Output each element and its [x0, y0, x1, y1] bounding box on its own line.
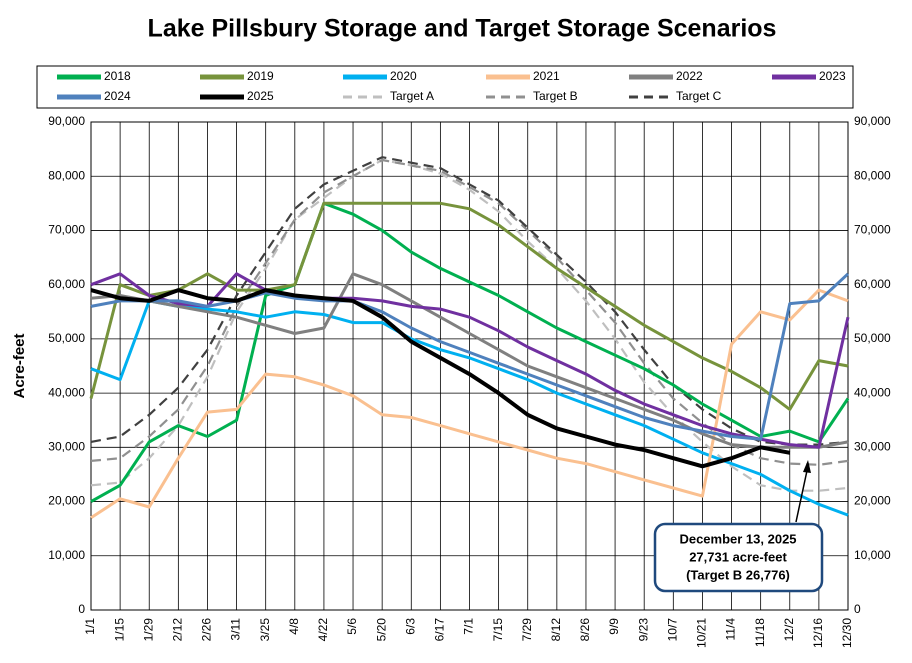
y-tick-label: 50,000: [48, 331, 85, 345]
x-tick-label: 5/6: [345, 618, 359, 635]
y-tick-label: 30,000: [48, 440, 85, 454]
y2-tick-label: 10,000: [854, 548, 891, 562]
annotation: December 13, 2025 27,731 acre-feet (Targ…: [653, 460, 824, 593]
y2-tick-label: 80,000: [854, 168, 891, 182]
series-line: [90, 288, 791, 469]
legend-box: [36, 65, 854, 109]
y2-tick-label: 20,000: [854, 494, 891, 508]
legend-label: Target C: [676, 89, 722, 103]
y-tick-label: 40,000: [48, 385, 85, 399]
series-line: [90, 201, 850, 503]
legend-label: 2019: [247, 69, 274, 83]
x-tick-label: 1/29: [141, 618, 155, 642]
series-line: [90, 158, 849, 466]
x-tick-label: 12/30: [840, 618, 854, 648]
x-tick-label: 2/12: [171, 618, 185, 642]
x-tick-label: 5/20: [374, 618, 388, 642]
y2-tick-label: 50,000: [854, 331, 891, 345]
x-tick-label: 10/7: [665, 618, 679, 642]
x-tick-label: 1/1: [83, 618, 97, 635]
x-tick-label: 8/26: [578, 618, 592, 642]
annotation-text: 27,731 acre-feet: [689, 549, 787, 564]
plot-area: 0 0 10,000 10,000 20,000 20,000 30,000 30,000 40…: [48, 114, 891, 648]
y-tick-label: 0: [78, 602, 85, 616]
chart-title: Lake Pillsbury Storage and Target Storag…: [148, 15, 777, 43]
legend-label: 2023: [819, 69, 846, 83]
x-tick-label: 4/22: [316, 618, 330, 642]
x-tick-label: 12/2: [782, 618, 796, 642]
y-tick-label: 90,000: [48, 114, 85, 128]
annotation-text: December 13, 2025: [679, 531, 796, 546]
annotation-arrow: [795, 465, 809, 523]
arrow-head: [803, 460, 811, 473]
series-line: [90, 288, 849, 520]
series-line: [90, 156, 849, 446]
series-line: [90, 272, 850, 449]
legend-label: 2018: [104, 69, 131, 83]
annotation-text: (Target B 26,776): [686, 567, 790, 582]
y-tick-label: 10,000: [48, 548, 85, 562]
series-line: [90, 272, 849, 449]
x-tick-label: 6/3: [403, 618, 417, 635]
x-tick-label: 11/4: [724, 618, 738, 641]
legend-label: 2022: [676, 69, 703, 83]
legend-label: Target A: [390, 89, 434, 103]
x-tick-label: 7/29: [520, 618, 534, 642]
legend-label: 2020: [390, 69, 417, 83]
y2-tick-label: 70,000: [854, 223, 891, 237]
y2-tick-label: 30,000: [854, 440, 891, 454]
x-tick-label: 1/15: [112, 618, 126, 642]
x-tick-label: 7/1: [462, 618, 476, 635]
x-tick-label: 9/23: [636, 618, 650, 642]
y-axis-label: Acre-feet: [11, 333, 28, 398]
x-tick-label: 9/9: [607, 618, 621, 635]
x-tick-label: 6/17: [433, 618, 447, 642]
legend-label: 2024: [104, 89, 131, 103]
x-tick-label: 4/8: [287, 618, 301, 635]
annotation-box: [653, 522, 824, 593]
x-tick-label: 7/15: [491, 618, 505, 642]
series-line: [89, 201, 849, 411]
y-tick-label: 80,000: [48, 168, 85, 182]
y2-tick-label: 0: [854, 602, 861, 616]
legend-label: 2025: [247, 89, 274, 103]
y-tick-label: 60,000: [48, 277, 85, 291]
legend-label: Target B: [533, 89, 578, 103]
x-tick-label: 3/11: [229, 618, 243, 641]
x-tick-label: 10/21: [695, 618, 709, 648]
x-tick-label: 11/18: [753, 618, 767, 647]
y2-tick-label: 40,000: [854, 385, 891, 399]
series-line: [90, 272, 850, 441]
legend-label: 2021: [533, 69, 560, 83]
y-tick-label: 70,000: [48, 223, 85, 237]
y2-tick-label: 90,000: [854, 114, 891, 128]
y-tick-label: 20,000: [48, 494, 85, 508]
x-tick-label: 3/25: [258, 618, 272, 642]
x-tick-label: 12/16: [811, 618, 825, 648]
x-tick-label: 2/26: [200, 618, 214, 642]
series-line: [90, 158, 849, 492]
x-tick-label: 8/12: [549, 618, 563, 642]
y2-tick-label: 60,000: [854, 277, 891, 291]
